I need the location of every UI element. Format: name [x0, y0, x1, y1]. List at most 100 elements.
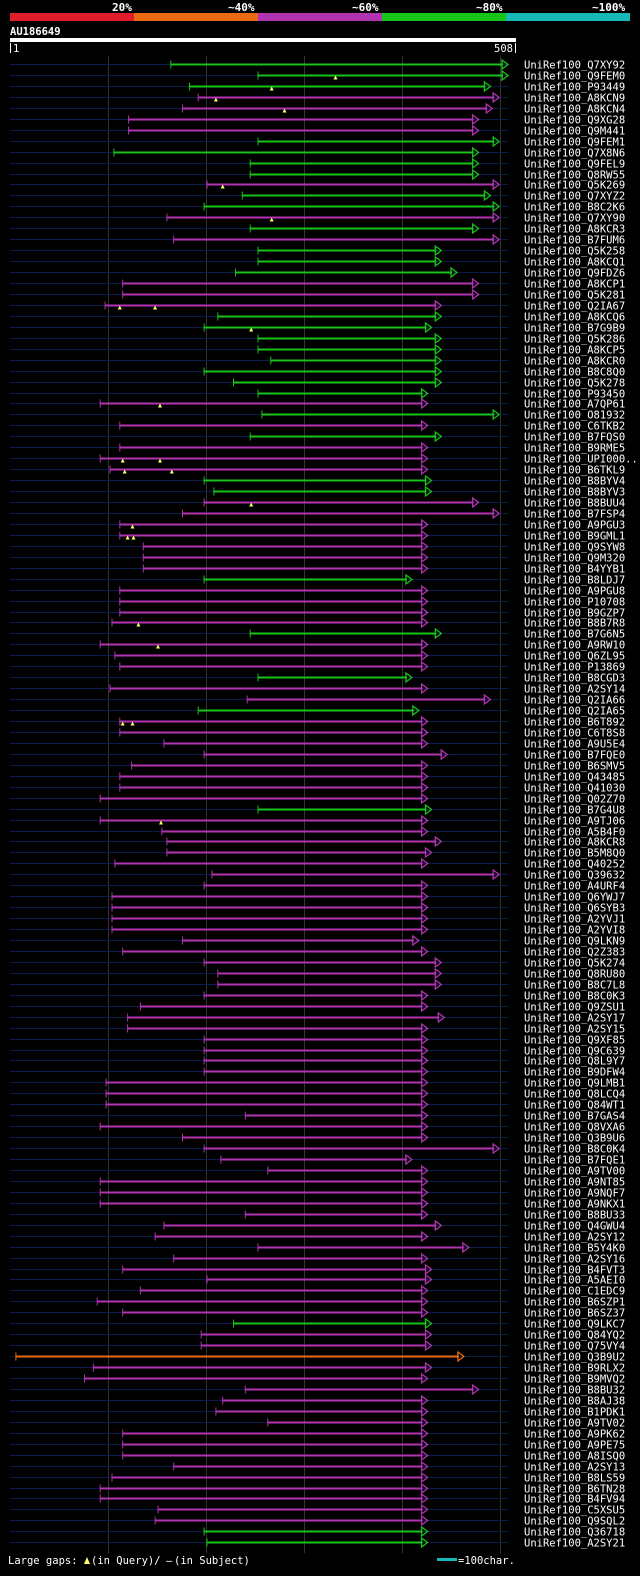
hit-label[interactable]: UniRef100_Q9C639 [524, 1046, 625, 1058]
hit-label[interactable]: UniRef100_Q9ZSU1 [524, 1002, 625, 1014]
hit-label[interactable]: UniRef100_Q5K258 [524, 246, 625, 258]
hit-label[interactable]: UniRef100_B7FUM6 [524, 235, 625, 247]
hit-label[interactable]: UniRef100_A9TV00 [524, 1166, 625, 1178]
hit-label[interactable]: UniRef100_Q5K274 [524, 958, 625, 970]
hit-label[interactable]: UniRef100_Q2IA65 [524, 706, 625, 718]
hit-label[interactable]: UniRef100_B8BYV4 [524, 476, 625, 488]
hit-label[interactable]: UniRef100_A9TV02 [524, 1418, 625, 1430]
hit-label[interactable]: UniRef100_B8C0K3 [524, 991, 625, 1003]
hit-label[interactable]: UniRef100_B4YYB1 [524, 564, 625, 576]
hit-label[interactable]: UniRef100_B9GML1 [524, 531, 625, 543]
hit-label[interactable]: UniRef100_Q8RU80 [524, 969, 625, 981]
hit-label[interactable]: UniRef100_Q9XF85 [524, 1035, 625, 1047]
hit-label[interactable]: UniRef100_Q5K281 [524, 290, 625, 302]
hit-label[interactable]: UniRef100_Q9FEM0 [524, 71, 625, 83]
hit-label[interactable]: UniRef100_Q3B9U2 [524, 1352, 625, 1364]
hit-label[interactable]: UniRef100_Q9FEM1 [524, 137, 625, 149]
hit-label[interactable]: UniRef100_UPI000.. [524, 454, 638, 466]
hit-label[interactable]: UniRef100_B4FV94 [524, 1494, 625, 1506]
hit-label[interactable]: UniRef100_B7G6N5 [524, 629, 625, 641]
hit-label[interactable]: UniRef100_B9RLX2 [524, 1363, 625, 1375]
hit-label[interactable]: UniRef100_Q41030 [524, 783, 625, 795]
hit-label[interactable]: UniRef100_Q4GWU4 [524, 1221, 625, 1233]
hit-label[interactable]: UniRef100_Q9FEL9 [524, 159, 625, 171]
hit-label[interactable]: UniRef100_Q6SYB3 [524, 903, 625, 915]
hit-label[interactable]: UniRef100_A8KCP1 [524, 279, 625, 291]
hit-label[interactable]: UniRef100_C6TKB2 [524, 421, 625, 433]
hit-label[interactable]: UniRef100_B6SZ37 [524, 1308, 625, 1320]
hit-label[interactable]: UniRef100_A2YVJ1 [524, 914, 625, 926]
hit-label[interactable]: UniRef100_A2SY15 [524, 1024, 625, 1036]
hit-label[interactable]: UniRef100_Q8L9Y7 [524, 1056, 625, 1068]
hit-label[interactable]: UniRef100_A8KCP5 [524, 345, 625, 357]
hit-label[interactable]: UniRef100_B9GZP7 [524, 608, 625, 620]
hit-label[interactable]: UniRef100_B7FQE1 [524, 1155, 625, 1167]
hit-label[interactable]: UniRef100_B8BU33 [524, 1210, 625, 1222]
hit-label[interactable]: UniRef100_A7QP61 [524, 399, 625, 411]
hit-label[interactable]: UniRef100_Q9M441 [524, 126, 625, 138]
hit-label[interactable]: UniRef100_A8KCN9 [524, 93, 625, 105]
hit-label[interactable]: UniRef100_B6TKL9 [524, 465, 625, 477]
hit-label[interactable]: UniRef100_A2SY21 [524, 1538, 625, 1550]
hit-label[interactable]: UniRef100_B8CGD3 [524, 673, 625, 685]
hit-label[interactable]: UniRef100_A9U5E4 [524, 739, 625, 751]
hit-label[interactable]: UniRef100_B8LS59 [524, 1473, 625, 1485]
hit-label[interactable]: UniRef100_Q2IA67 [524, 301, 625, 313]
hit-label[interactable]: UniRef100_Q7XYZ2 [524, 191, 625, 203]
hit-label[interactable]: UniRef100_Q7XY90 [524, 213, 625, 225]
hit-label[interactable]: UniRef100_A8KCQ1 [524, 257, 625, 269]
hit-label[interactable]: UniRef100_B6TN28 [524, 1484, 625, 1496]
hit-label[interactable]: UniRef100_Q6ZL95 [524, 651, 625, 663]
hit-label[interactable]: UniRef100_B9MVQ2 [524, 1374, 625, 1386]
hit-label[interactable]: UniRef100_B8BYV3 [524, 487, 625, 499]
hit-label[interactable]: UniRef100_A5AEI0 [524, 1275, 625, 1287]
hit-label[interactable]: UniRef100_B7G9B9 [524, 323, 625, 335]
hit-label[interactable]: UniRef100_P10708 [524, 597, 625, 609]
hit-label[interactable]: UniRef100_B8C0K4 [524, 1144, 625, 1156]
hit-label[interactable]: UniRef100_A8KCR0 [524, 356, 625, 368]
hit-label[interactable]: UniRef100_B7FQS0 [524, 432, 625, 444]
hit-label[interactable]: UniRef100_Q9LMB1 [524, 1078, 625, 1090]
hit-label[interactable]: UniRef100_B9RME5 [524, 443, 625, 455]
hit-label[interactable]: UniRef100_B5Y4K0 [524, 1243, 625, 1255]
hit-label[interactable]: UniRef100_Q7XY92 [524, 60, 625, 72]
hit-label[interactable]: UniRef100_Q36718 [524, 1527, 625, 1539]
hit-label[interactable]: UniRef100_P93450 [524, 389, 625, 401]
hit-label[interactable]: UniRef100_A2SY16 [524, 1254, 625, 1266]
hit-label[interactable]: UniRef100_B8B7R8 [524, 618, 625, 630]
hit-label[interactable]: UniRef100_A2YVI8 [524, 925, 625, 937]
hit-label[interactable]: UniRef100_B1PDK1 [524, 1407, 625, 1419]
hit-label[interactable]: UniRef100_Q39632 [524, 870, 625, 882]
hit-label[interactable]: UniRef100_A9NKX1 [524, 1199, 625, 1211]
hit-label[interactable]: UniRef100_Q75VY4 [524, 1341, 625, 1353]
hit-label[interactable]: UniRef100_Q8RW55 [524, 170, 625, 182]
hit-label[interactable]: UniRef100_C6T8S8 [524, 728, 625, 740]
hit-label[interactable]: UniRef100_A8KCR8 [524, 837, 625, 849]
hit-label[interactable]: UniRef100_A2SY12 [524, 1232, 625, 1244]
hit-label[interactable]: UniRef100_A9PGU8 [524, 586, 625, 598]
hit-label[interactable]: UniRef100_A9TJ06 [524, 816, 625, 828]
hit-label[interactable]: UniRef100_B4FVT3 [524, 1265, 625, 1277]
hit-label[interactable]: UniRef100_C1EDC9 [524, 1286, 625, 1298]
hit-label[interactable]: UniRef100_Q40252 [524, 859, 625, 871]
hit-label[interactable]: UniRef100_Q2Z383 [524, 947, 625, 959]
hit-label[interactable]: UniRef100_B7GAS4 [524, 1111, 625, 1123]
hit-label[interactable]: UniRef100_Q8LCQ4 [524, 1089, 625, 1101]
hit-label[interactable]: UniRef100_A9NQF7 [524, 1188, 625, 1200]
hit-label[interactable]: UniRef100_B5M8Q0 [524, 848, 625, 860]
hit-label[interactable]: UniRef100_Q6YWJ7 [524, 892, 625, 904]
hit-label[interactable]: UniRef100_Q84WT1 [524, 1100, 625, 1112]
hit-label[interactable]: UniRef100_B8C2K6 [524, 202, 625, 214]
hit-label[interactable]: UniRef100_A9RW10 [524, 640, 625, 652]
hit-label[interactable]: UniRef100_A9PK62 [524, 1429, 625, 1441]
hit-label[interactable]: UniRef100_A5B4F0 [524, 827, 625, 839]
hit-label[interactable]: UniRef100_Q84YQ2 [524, 1330, 625, 1342]
hit-label[interactable]: UniRef100_Q9M320 [524, 553, 625, 565]
hit-label[interactable]: UniRef100_C5XSU5 [524, 1505, 625, 1517]
hit-label[interactable]: UniRef100_A2SY17 [524, 1013, 625, 1025]
hit-label[interactable]: UniRef100_Q5K278 [524, 378, 625, 390]
hit-label[interactable]: UniRef100_Q9LKC7 [524, 1319, 625, 1331]
hit-label[interactable]: UniRef100_Q02Z70 [524, 794, 625, 806]
hit-label[interactable]: UniRef100_A8ISQ0 [524, 1451, 625, 1463]
hit-label[interactable]: UniRef100_A9PE75 [524, 1440, 625, 1452]
